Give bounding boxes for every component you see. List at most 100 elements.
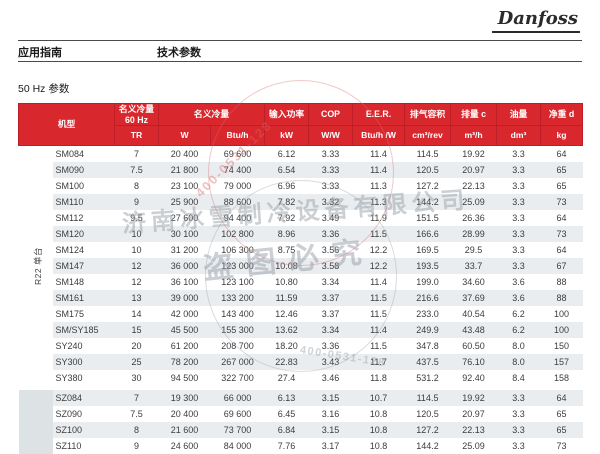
- unit-header-8: dm³: [496, 125, 542, 146]
- value-cell: 8.0: [496, 338, 541, 354]
- value-cell: 3.3: [496, 178, 541, 194]
- value-cell: 29.5: [450, 242, 497, 258]
- value-cell: 6.84: [264, 422, 309, 438]
- value-cell: 24 600: [158, 438, 211, 454]
- header-row-labels: 机型 名义冷量 60 Hz 名义冷量 输入功率 COP E.E.R. 排气容积 …: [17, 103, 584, 146]
- model-cell: SY240: [52, 338, 115, 354]
- col-header-nominal: 名义冷量: [158, 103, 266, 126]
- value-cell: 123 100: [210, 274, 265, 290]
- value-cell: 127.2: [404, 178, 451, 194]
- value-cell: 3.6: [496, 290, 541, 306]
- value-cell: 3.3: [496, 145, 541, 162]
- value-cell: 6.45: [264, 406, 309, 422]
- value-cell: 20 400: [158, 145, 211, 162]
- unit-header-3: kW: [264, 125, 310, 146]
- model-cell: SY380: [52, 370, 115, 386]
- value-cell: 42 000: [158, 306, 211, 322]
- value-cell: 102 800: [210, 226, 265, 242]
- value-cell: 144.2: [404, 438, 451, 454]
- value-cell: 12.46: [264, 306, 309, 322]
- value-cell: 6.54: [264, 162, 309, 178]
- value-cell: 78 200: [158, 354, 211, 370]
- row-group-label: R22 单台: [18, 145, 53, 386]
- value-cell: 3.43: [308, 354, 353, 370]
- table-row: SY380 30 94 500 322 700 27.4 3.46 11.8 531.2 92.…: [19, 370, 583, 386]
- value-cell: 7.76: [264, 438, 309, 454]
- value-cell: 67: [540, 258, 583, 274]
- value-cell: 166.6: [404, 226, 451, 242]
- value-cell: 3.3: [496, 226, 541, 242]
- value-cell: 22.13: [450, 178, 497, 194]
- unit-header-7: m³/h: [450, 125, 498, 146]
- table-row: SM110 9 25 900 88 600 7.82 3.32 11.3 144.2 25.09…: [19, 194, 583, 210]
- value-cell: 22.13: [450, 422, 497, 438]
- value-cell: 19.92: [450, 390, 497, 406]
- value-cell: 3.3: [496, 258, 541, 274]
- value-cell: 88: [540, 290, 583, 306]
- model-cell: SM124: [52, 242, 115, 258]
- value-cell: 12: [114, 274, 159, 290]
- table-row: SZ110 9 24 600 84 000 7.76 3.17 10.8 144.2 25.09…: [19, 438, 583, 454]
- value-cell: 6.12: [264, 145, 309, 162]
- unit-header-2: Btu/h: [210, 125, 266, 146]
- value-cell: 12.2: [352, 258, 405, 274]
- value-cell: 36 100: [158, 274, 211, 290]
- value-cell: 15: [114, 322, 159, 338]
- value-cell: 3.34: [308, 322, 353, 338]
- value-cell: 114.5: [404, 390, 451, 406]
- value-cell: 6.2: [496, 322, 541, 338]
- value-cell: 133 200: [210, 290, 265, 306]
- value-cell: 11.5: [352, 290, 405, 306]
- danfoss-logo: Danfoss: [491, 8, 580, 33]
- value-cell: 3.33: [308, 145, 353, 162]
- model-cell: SZ100: [52, 422, 115, 438]
- value-cell: 43.48: [450, 322, 497, 338]
- value-cell: 21 800: [158, 162, 211, 178]
- value-cell: 11.59: [264, 290, 309, 306]
- value-cell: 3.37: [308, 306, 353, 322]
- value-cell: 3.46: [308, 370, 353, 386]
- top-rule: [18, 40, 582, 41]
- unit-header-0: TR: [114, 125, 160, 146]
- value-cell: 36 000: [158, 258, 211, 274]
- value-cell: 92.40: [450, 370, 497, 386]
- value-cell: 30 100: [158, 226, 211, 242]
- value-cell: 64: [540, 242, 583, 258]
- value-cell: 88 600: [210, 194, 265, 210]
- spec-table: 机型 名义冷量 60 Hz 名义冷量 输入功率 COP E.E.R. 排气容积 …: [17, 103, 584, 454]
- model-cell: SM100: [52, 178, 115, 194]
- model-cell: SM084: [52, 145, 115, 162]
- table-row: SM112 9.5 27 600 94 400 7.92 3.49 11.9 151.5 26.…: [19, 210, 583, 226]
- value-cell: 12.2: [352, 242, 405, 258]
- value-cell: 79 000: [210, 178, 265, 194]
- unit-header-9: kg: [540, 125, 584, 146]
- value-cell: 26.36: [450, 210, 497, 226]
- model-cell: SM120: [52, 226, 115, 242]
- value-cell: 157: [540, 354, 583, 370]
- col-header-eer: E.E.R.: [352, 103, 406, 126]
- model-cell: SY300: [52, 354, 115, 370]
- col-header-nominal-60hz: 名义冷量 60 Hz: [114, 103, 160, 126]
- value-cell: 10.8: [352, 406, 405, 422]
- value-cell: 249.9: [404, 322, 451, 338]
- value-cell: 11.4: [352, 162, 405, 178]
- value-cell: 11.8: [352, 370, 405, 386]
- col-header-input-power: 输入功率: [264, 103, 310, 126]
- value-cell: 25: [114, 354, 159, 370]
- table-row: SM120 10 30 100 102 800 8.96 3.36 11.5 166.6 28.…: [19, 226, 583, 242]
- value-cell: 84 000: [210, 438, 265, 454]
- model-cell: SM090: [52, 162, 115, 178]
- value-cell: 120.5: [404, 162, 451, 178]
- value-cell: 11.7: [352, 354, 405, 370]
- value-cell: 10: [114, 226, 159, 242]
- group-label-text: R22 单台: [32, 247, 43, 285]
- value-cell: 3.56: [308, 242, 353, 258]
- value-cell: 65: [540, 422, 583, 438]
- value-cell: 3.3: [496, 422, 541, 438]
- value-cell: 6.96: [264, 178, 309, 194]
- value-cell: 233.0: [404, 306, 451, 322]
- row-group-label: [18, 390, 53, 454]
- col-header-cop: COP: [308, 103, 354, 126]
- value-cell: 64: [540, 390, 583, 406]
- breadcrumb-guide-label: 应用指南: [18, 47, 62, 59]
